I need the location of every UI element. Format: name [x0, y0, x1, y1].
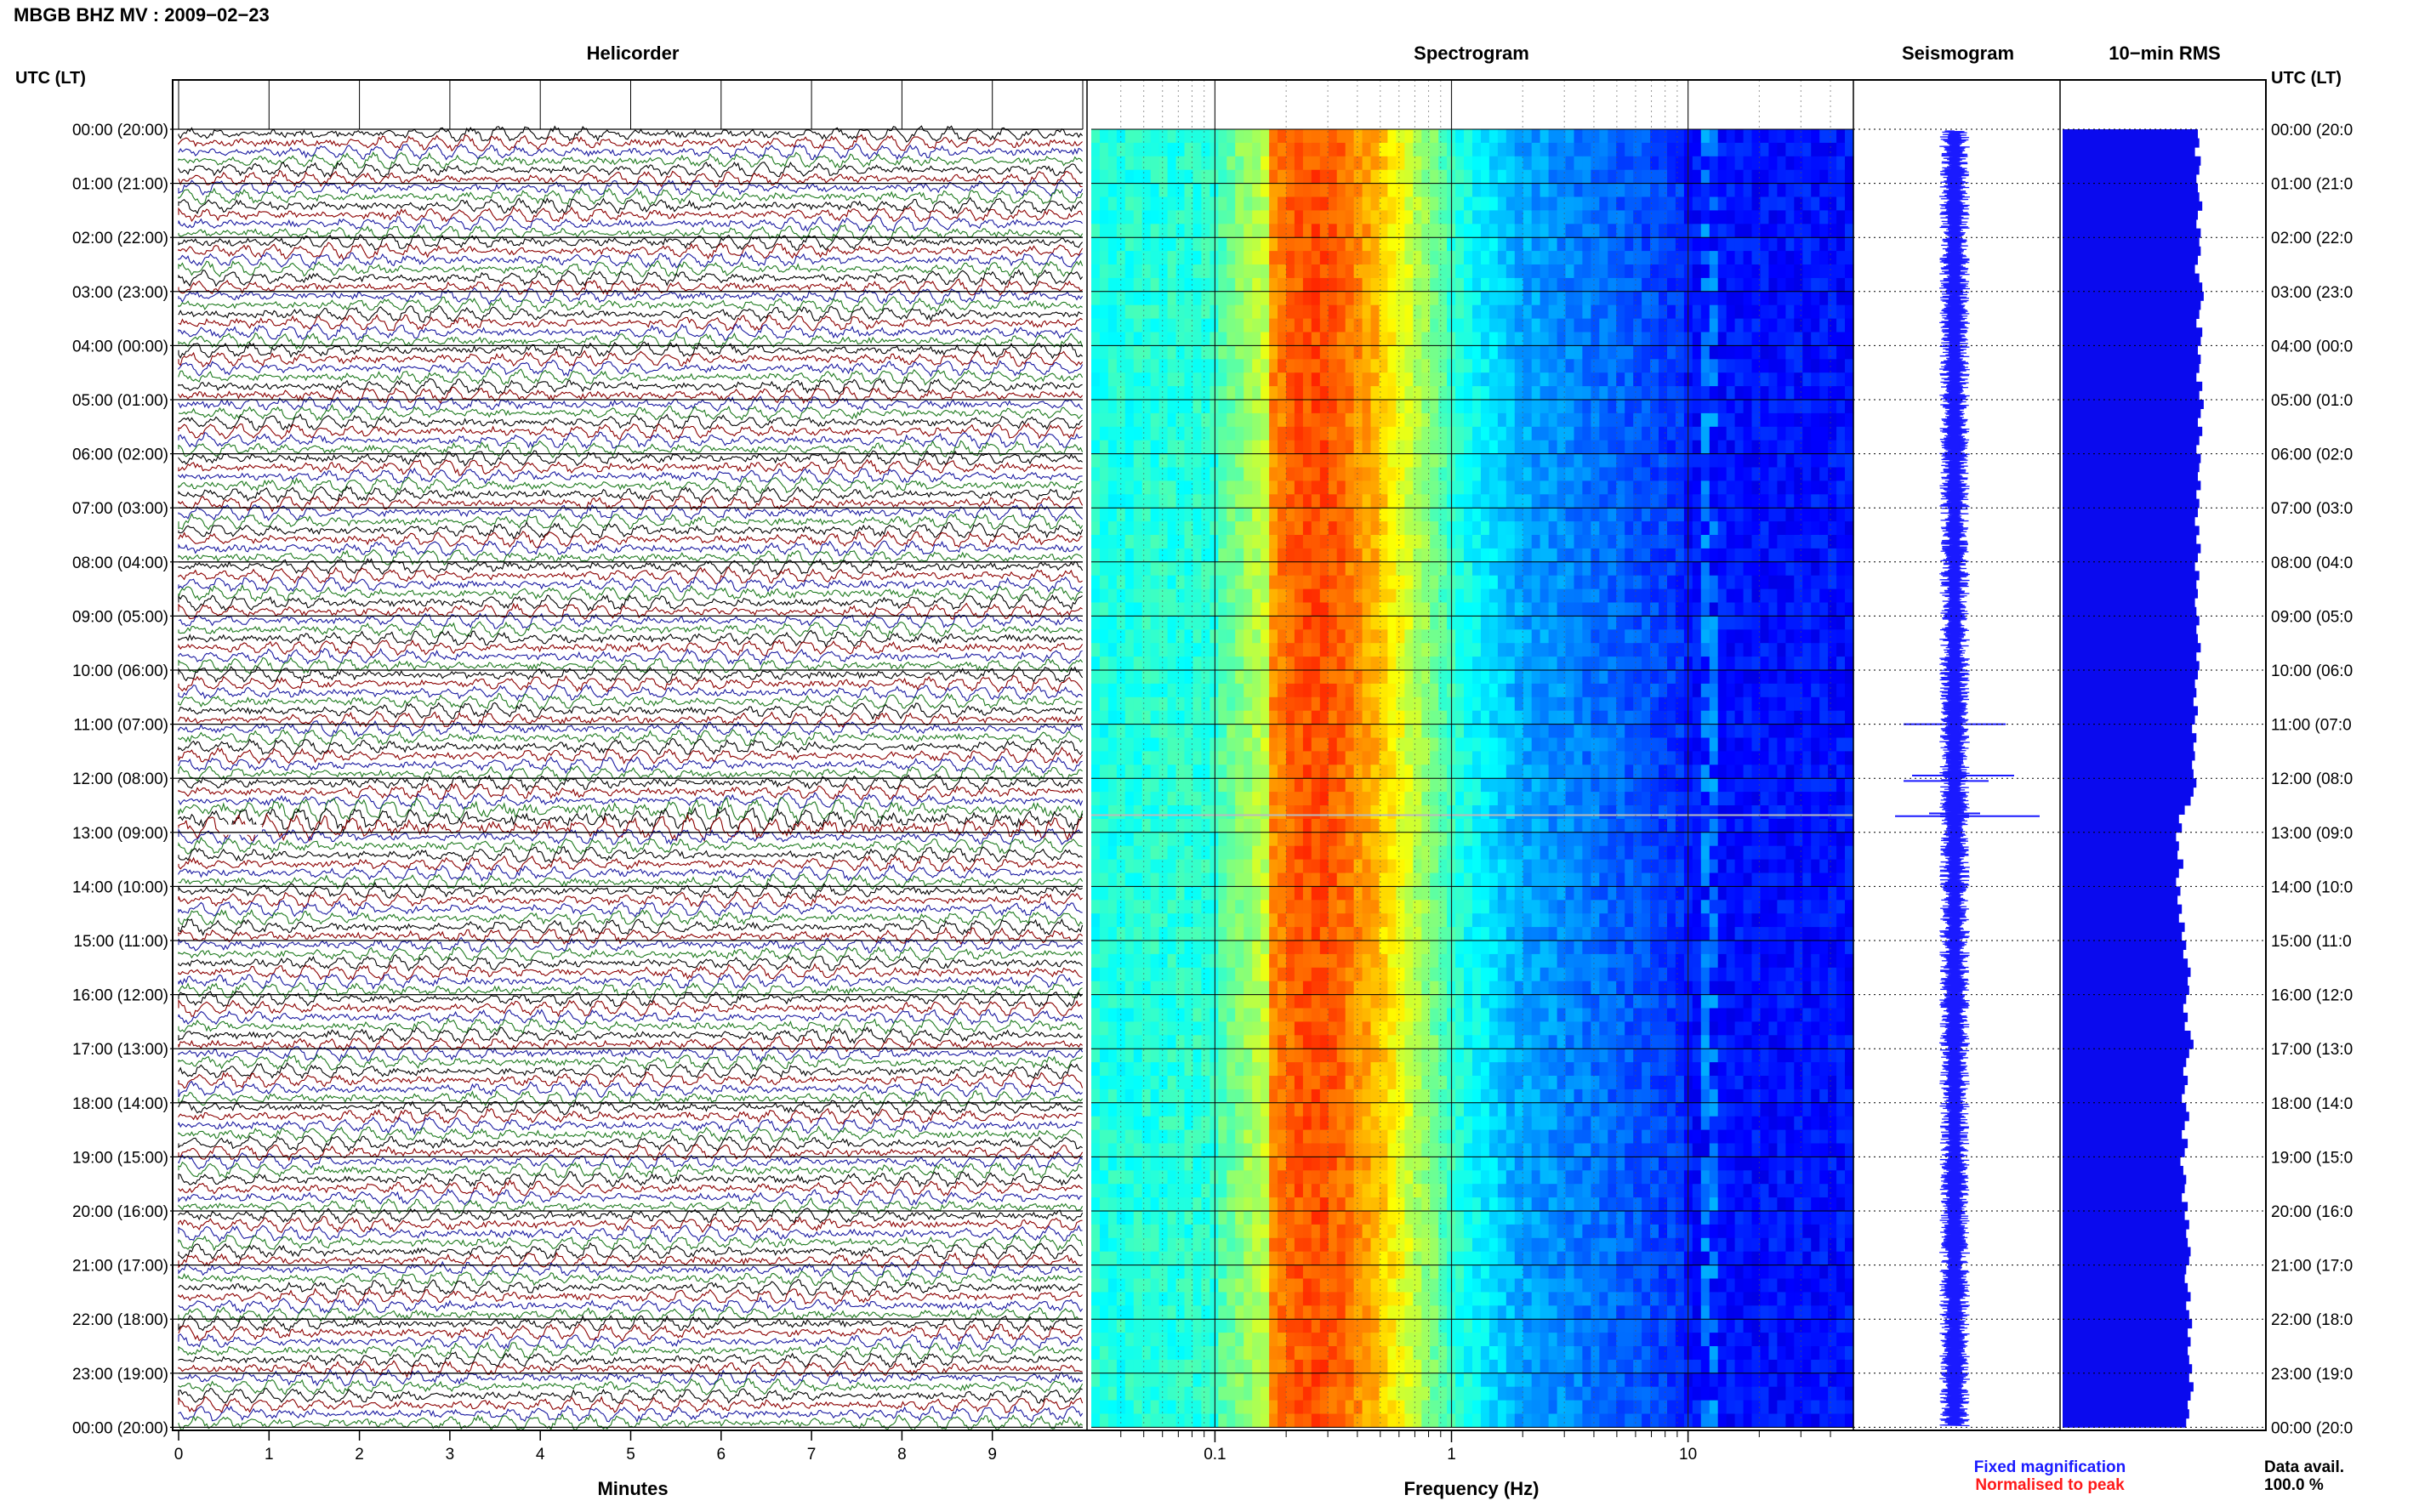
minutes-tick-label: 0	[174, 1446, 184, 1464]
spectrogram-heatmap	[1091, 80, 1854, 1428]
utc-label-left: 06:00 (02:00)	[72, 446, 168, 464]
utc-label-left: 02:00 (22:00)	[72, 230, 168, 247]
utc-label-left: 19:00 (15:00)	[72, 1149, 168, 1167]
utc-label-right: 14:00 (10:0	[2271, 878, 2353, 896]
utc-labels-right: 00:00 (20:0 01:00 (21:0 02:00 (22:0 03:00 (…	[2271, 122, 2353, 1437]
minutes-tick-label: 3	[446, 1446, 455, 1464]
utc-label-right: 00:00 (20:0	[2271, 1419, 2353, 1437]
utc-label-right: 05:00 (01:0	[2271, 392, 2353, 410]
utc-label-right: 03:00 (23:0	[2271, 284, 2353, 302]
bottom-axes: 0 1 2 3 4 5 6 7 8 9 0.1 1 10	[174, 1430, 1831, 1464]
utc-label-left: 13:00 (09:00)	[72, 825, 168, 843]
minutes-tick-label: 7	[807, 1446, 817, 1464]
utc-label-left: 14:00 (10:00)	[72, 878, 168, 896]
utc-label-left: 21:00 (17:00)	[72, 1258, 168, 1276]
rms-title: 10−min RMS	[2109, 43, 2220, 64]
minutes-tick-label: 8	[897, 1446, 907, 1464]
minutes-axis-label: Minutes	[597, 1478, 668, 1499]
utc-header-left: UTC (LT)	[15, 69, 86, 88]
legend-normalised-to-peak: Normalised to peak	[1975, 1476, 2125, 1494]
spectrogram-title: Spectrogram	[1414, 43, 1529, 64]
utc-label-left: 00:00 (20:00)	[72, 1419, 168, 1437]
utc-label-left: 03:00 (23:00)	[72, 284, 168, 302]
utc-label-left: 07:00 (03:00)	[72, 500, 168, 518]
utc-label-left: 04:00 (00:00)	[72, 338, 168, 355]
utc-label-left: 11:00 (07:00)	[73, 717, 168, 735]
utc-label-left: 05:00 (01:00)	[72, 392, 168, 410]
utc-label-left: 23:00 (19:00)	[72, 1366, 168, 1384]
utc-label-right: 17:00 (13:0	[2271, 1041, 2353, 1059]
utc-label-right: 07:00 (03:0	[2271, 500, 2353, 518]
utc-label-right: 01:00 (21:0	[2271, 176, 2353, 194]
utc-label-right: 12:00 (08:0	[2271, 770, 2353, 788]
utc-label-left: 00:00 (20:00)	[72, 122, 168, 139]
utc-label-right: 10:00 (06:0	[2271, 662, 2353, 680]
utc-label-right: 15:00 (11:0	[2271, 933, 2352, 951]
utc-label-right: 11:00 (07:0	[2271, 717, 2352, 735]
data-availability-label: Data avail.	[2264, 1458, 2344, 1476]
frequency-tick-label: 0.1	[1204, 1446, 1226, 1464]
utc-label-right: 04:00 (00:0	[2271, 338, 2353, 355]
seismogram-title: Seismogram	[1902, 43, 2014, 64]
minutes-tick-label: 1	[265, 1446, 274, 1464]
utc-label-right: 16:00 (12:0	[2271, 987, 2353, 1005]
figure-title: MBGB BHZ MV : 2009−02−23	[14, 4, 270, 26]
utc-label-left: 12:00 (08:00)	[72, 770, 168, 788]
utc-label-right: 19:00 (15:0	[2271, 1149, 2353, 1167]
utc-label-left: 10:00 (06:00)	[72, 662, 168, 680]
utc-label-left: 17:00 (13:00)	[72, 1041, 168, 1059]
utc-label-right: 02:00 (22:0	[2271, 230, 2353, 247]
utc-label-left: 01:00 (21:00)	[72, 176, 168, 194]
minutes-tick-label: 6	[717, 1446, 726, 1464]
utc-label-left: 15:00 (11:00)	[73, 933, 168, 951]
utc-label-right: 22:00 (18:0	[2271, 1311, 2353, 1329]
minutes-tick-label: 9	[988, 1446, 997, 1464]
utc-label-right: 09:00 (05:0	[2271, 608, 2353, 626]
seismogram-trace	[1895, 130, 2040, 1427]
utc-label-right: 20:00 (16:0	[2271, 1203, 2353, 1221]
utc-labels-left: 00:00 (20:00) 01:00 (21:00) 02:00 (22:00) 0…	[72, 122, 179, 1437]
minutes-tick-label: 5	[626, 1446, 635, 1464]
utc-label-right: 23:00 (19:0	[2271, 1366, 2353, 1384]
frequency-axis-label: Frequency (Hz)	[1404, 1478, 1540, 1499]
legend-fixed-magnification: Fixed magnification	[1974, 1458, 2126, 1476]
utc-label-left: 18:00 (14:00)	[72, 1095, 168, 1113]
utc-label-left: 08:00 (04:00)	[72, 554, 168, 572]
helicorder-title: Helicorder	[587, 43, 680, 64]
utc-header-right: UTC (LT)	[2271, 69, 2342, 88]
minutes-tick-label: 4	[536, 1446, 545, 1464]
utc-label-left: 22:00 (18:00)	[72, 1311, 168, 1329]
utc-label-right: 18:00 (14:0	[2271, 1095, 2353, 1113]
plot-frame	[172, 79, 2267, 1431]
rms-bars	[2063, 129, 2204, 1428]
frequency-tick-label: 1	[1447, 1446, 1456, 1464]
data-availability-value: 100.0 %	[2264, 1476, 2324, 1494]
utc-label-right: 21:00 (17:0	[2271, 1258, 2353, 1276]
utc-label-right: 06:00 (02:0	[2271, 446, 2353, 464]
helicorder-traces	[178, 125, 1084, 1432]
frequency-tick-label: 10	[1679, 1446, 1697, 1464]
utc-label-right: 08:00 (04:0	[2271, 554, 2353, 572]
utc-label-right: 13:00 (09:0	[2271, 825, 2353, 843]
utc-label-right: 00:00 (20:0	[2271, 122, 2353, 139]
utc-label-left: 16:00 (12:00)	[72, 987, 168, 1005]
utc-label-left: 20:00 (16:00)	[72, 1203, 168, 1221]
utc-label-left: 09:00 (05:00)	[72, 608, 168, 626]
hour-gridlines	[178, 80, 2266, 1431]
minutes-tick-label: 2	[355, 1446, 364, 1464]
